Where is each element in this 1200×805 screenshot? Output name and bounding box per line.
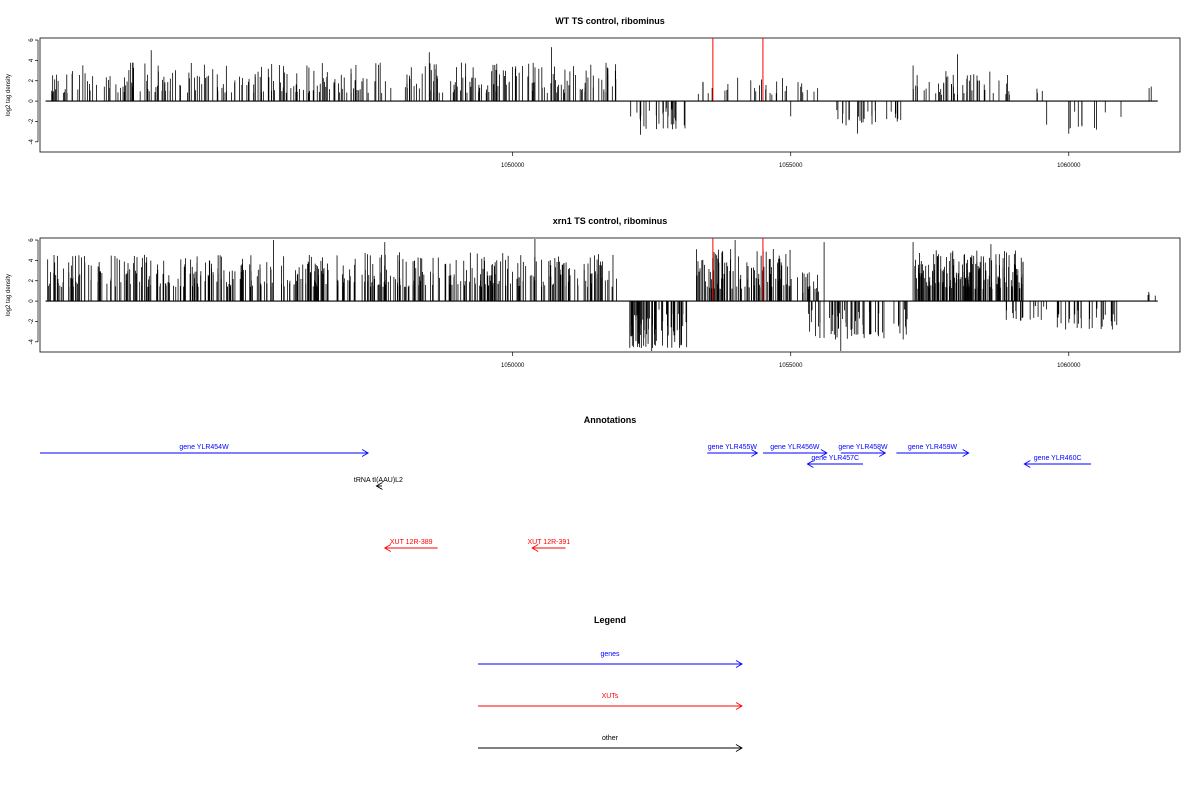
legend: Legend genes XUTs other — [478, 615, 743, 752]
legend-title: Legend — [594, 615, 626, 625]
y-tick-label: -4 — [29, 338, 35, 344]
track-title: xrn1 TS control, ribominus — [553, 216, 668, 226]
arrow-head — [735, 702, 743, 710]
feature-label: gene YLR459W — [908, 444, 958, 451]
density-bars — [51, 38, 1152, 135]
y-tick-label: 4 — [29, 58, 35, 62]
arrow-head — [375, 482, 383, 490]
feature-label: gene YLR458W — [838, 444, 888, 451]
y-tick-label: 2 — [29, 78, 35, 82]
arrow-head — [735, 660, 743, 668]
legend-arrow — [478, 702, 743, 710]
y-tick-label: -2 — [29, 318, 35, 324]
arrow-head — [962, 449, 970, 457]
feature-label: gene YLR457C — [811, 455, 859, 462]
y-tick-label: 6 — [29, 38, 35, 42]
arrow-head — [361, 449, 369, 457]
y-tick-label: 0 — [29, 299, 35, 303]
arrow-head — [879, 449, 887, 457]
feature-arrow: gene YLR458W — [838, 444, 888, 457]
arrow-head — [383, 544, 392, 552]
legend-arrow — [478, 660, 743, 668]
annotations-title: Annotations — [584, 415, 637, 425]
plot-frame — [39, 37, 1181, 153]
y-tick-label: 0 — [29, 99, 35, 103]
y-axis: -4 -2 0 2 4 6 — [29, 238, 39, 344]
feature-arrow: gene YLR460C — [1023, 455, 1092, 468]
x-tick-label: 1055000 — [779, 163, 803, 169]
y-tick-label: -2 — [29, 118, 35, 124]
feature-label: XUT 12R-391 — [527, 539, 570, 546]
x-axis: 1050000 1055000 1060000 — [501, 152, 1081, 169]
x-tick-label: 1050000 — [501, 363, 525, 369]
feature-label: gene YLR460C — [1034, 455, 1082, 462]
feature-label: tRNA tI(AAU)L2 — [354, 477, 403, 484]
arrow-head — [735, 744, 743, 752]
feature-arrow: gene YLR454W — [40, 444, 369, 457]
feature-label: gene YLR454W — [179, 444, 229, 451]
x-tick-label: 1060000 — [1057, 163, 1081, 169]
legend-label: other — [602, 735, 619, 742]
y-tick-label: 6 — [29, 238, 35, 242]
x-axis: 1050000 1055000 1060000 — [501, 352, 1081, 369]
track-panel-2: xrn1 TS control, ribominus -4 -2 0 2 4 6 log2 t… — [6, 216, 1181, 369]
x-tick-label: 1055000 — [779, 363, 803, 369]
feature-label: gene YLR455W — [708, 444, 758, 451]
annotations-track: Annotations gene YLR454W gene YLR455W gene … — [40, 415, 1092, 552]
y-axis-label: log2 tag density — [6, 274, 12, 316]
feature-arrow: gene YLR459W — [896, 444, 970, 457]
track-title: WT TS control, ribominus — [555, 16, 665, 26]
legend-label: XUTs — [602, 693, 619, 700]
y-tick-label: -4 — [29, 138, 35, 144]
feature-arrow: gene YLR455W — [707, 444, 759, 457]
arrow-head — [531, 544, 539, 552]
plot-frame — [39, 237, 1181, 353]
track-panel-1: WT TS control, ribominus -4 -2 0 2 4 6 log2 tag… — [6, 16, 1181, 169]
feature-arrow: gene YLR457C — [806, 455, 864, 468]
feature-arrow: XUT 12R-391 — [527, 539, 570, 552]
feature-label: XUT 12R-389 — [390, 539, 433, 546]
legend-label: genes — [600, 651, 620, 658]
y-axis: -4 -2 0 2 4 6 — [29, 38, 39, 144]
feature-arrow: XUT 12R-389 — [383, 539, 438, 552]
arrow-head — [751, 449, 759, 457]
arrow-head — [1023, 460, 1031, 468]
feature-arrow: gene YLR456W — [762, 444, 828, 457]
y-tick-label: 2 — [29, 278, 35, 282]
x-tick-label: 1060000 — [1057, 363, 1081, 369]
feature-arrow: tRNA tI(AAU)L2 — [354, 477, 403, 490]
x-tick-label: 1050000 — [501, 163, 525, 169]
arrow-head — [806, 460, 814, 468]
feature-label: gene YLR456W — [770, 444, 820, 451]
arrow-head — [820, 449, 828, 457]
y-axis-label: log2 tag density — [6, 74, 12, 116]
density-bars — [47, 238, 1156, 351]
legend-arrow — [478, 744, 743, 752]
y-tick-label: 4 — [29, 258, 35, 262]
